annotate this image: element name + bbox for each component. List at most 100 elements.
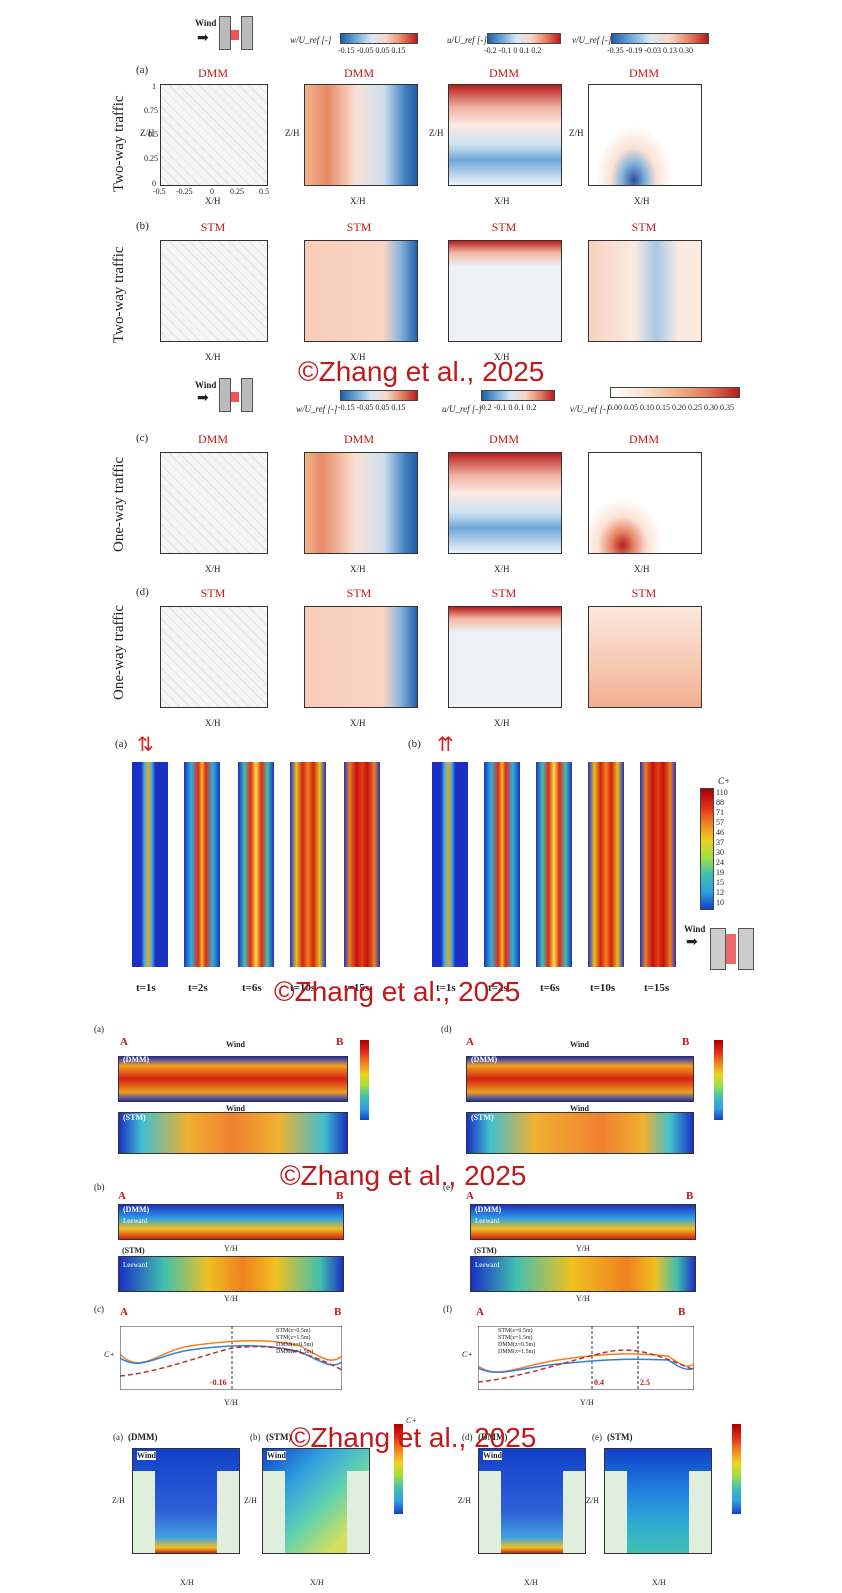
concentration-strip [184,762,220,967]
concentration-field-stm: (STM) [118,1112,348,1154]
side-view-stm: Leeward [470,1256,696,1292]
panel-tag: (c) [94,1304,104,1314]
colorbar-u-gradient [481,390,555,401]
y-axis-label: Z/H [244,1496,257,1505]
x-axis-label: X/H [652,1578,666,1587]
wind-arrow-icon: ➡ [197,391,209,406]
model-label: (STM) [471,1113,494,1122]
watermark: ©Zhang et al., 2025 [280,1160,527,1191]
x-axis-label: X/H [205,564,221,574]
point-a-label: A [120,1306,128,1318]
colorbar-tick: 57 [716,818,724,827]
marker-label: -0.16 [210,1378,227,1387]
time-label: t=6s [242,982,262,994]
colorbar-tick: 19 [716,868,724,877]
panel-title: STM [200,220,226,234]
contour-plot-v [588,240,702,342]
y-axis-label: Z/H [458,1496,471,1505]
point-b-label: B [334,1306,342,1318]
leeward-label: Leeward [123,1261,148,1269]
colorbar-tick: 10 [716,898,724,907]
x-tick: -0.25 [176,187,193,196]
marker-label: 2.5 [640,1378,650,1387]
y-axis-label: Z/H [429,128,444,138]
x-axis-label: X/H [350,718,366,728]
legend-item: STM(z=0.5m) [498,1328,533,1334]
legend-item: STM(z=1.5m) [498,1335,533,1341]
colorbar-concentration [732,1424,741,1514]
colorbar-u-label: u/U_ref [-] [442,404,482,414]
x-axis-label: X/H [634,196,650,206]
colorbar-concentration [714,1040,723,1120]
point-a-label: A [466,1036,474,1048]
model-label: (STM) [607,1432,633,1442]
x-axis-label: X/H [205,196,221,206]
side-view-dmm: (DMM) Leeward [470,1204,696,1240]
building-wall [347,1471,369,1553]
y-axis-label: Z/H [586,1496,599,1505]
panel-tag: (d) [462,1432,473,1442]
concentration-strip [132,762,168,967]
concentration-field-dmm: (DMM) [118,1055,348,1102]
y-tick: 0 [152,179,156,188]
concentration-strip [588,762,624,967]
model-label: (DMM) [471,1055,498,1064]
time-label: t=10s [290,982,316,994]
building-wall [563,1471,585,1553]
cross-section-stm [604,1448,712,1554]
colorbar-u-ticks: -0.2 -0.1 0 0.1 0.2 [479,403,537,412]
colorbar-v-ticks: -0.35 -0.19 -0.03 0.13 0.30 [607,46,693,55]
legend-item: DMM(z=0.5m) [276,1342,314,1348]
model-label: (DMM) [478,1432,508,1442]
y-tick: 0.25 [144,154,158,163]
colorbar-u-ticks: -0.2 -0.1 0 0.1 0.2 [484,46,542,55]
contour-plot-u [448,84,562,186]
concentration-field-dmm: (DMM) [466,1055,694,1102]
contour-plot-w [304,84,418,186]
street-highlight-icon [231,30,239,40]
model-label: (DMM) [475,1205,502,1214]
panel-title: STM [631,586,657,600]
time-label: t=1s [136,982,156,994]
building-wall [689,1471,711,1553]
colorbar-tick: 12 [716,888,724,897]
wind-label: Wind [195,18,217,28]
wind-label: Wind [570,1040,589,1049]
row-tag-b: (b) [136,220,149,232]
cross-section-dmm: Wind [132,1448,240,1554]
wind-label: Wind [684,924,706,934]
building-wall [605,1471,627,1553]
panel-title: STM [346,586,372,600]
time-label: t=2s [188,982,208,994]
vector-plot [160,452,268,554]
y-axis-label: Z/H [140,128,155,138]
row-tag-d: (d) [136,586,149,598]
side-view-dmm: (DMM) Leeward [118,1204,344,1240]
panel-title: DMM [343,66,374,80]
colorbar-v-label: v/U_ref [-] [570,404,610,414]
model-label: (DMM) [123,1205,150,1214]
point-a-label: A [476,1306,484,1318]
concentration-strip [484,762,520,967]
colorbar-u-gradient [487,33,561,44]
colorbar-title: C+ [406,1416,417,1425]
street-canyon-schematic: Wind ➡ [195,378,275,418]
legend-item: DMM(z=1.5m) [498,1349,536,1355]
colorbar-concentration [700,788,714,910]
model-label: (DMM) [123,1055,150,1064]
x-axis-label: X/H [350,352,366,362]
colorbar-title: C+ [718,776,731,786]
panel-title: DMM [628,432,659,446]
point-a-label: A [118,1190,126,1202]
panel-title: STM [346,220,372,234]
panel-title: DMM [488,66,519,80]
contour-plot-u [448,240,562,342]
panel-title: DMM [628,66,659,80]
x-axis-label: Y/H [224,1398,238,1407]
legend-item: DMM(z=1.5m) [276,1349,314,1355]
colorbar-w-label: w/U_ref [-] [296,404,338,414]
legend-item: STM(z=1.5m) [276,1335,311,1341]
contour-plot-w [304,606,418,708]
panel-tag: (a) [94,1024,104,1034]
x-axis-label: Y/H [576,1294,590,1303]
